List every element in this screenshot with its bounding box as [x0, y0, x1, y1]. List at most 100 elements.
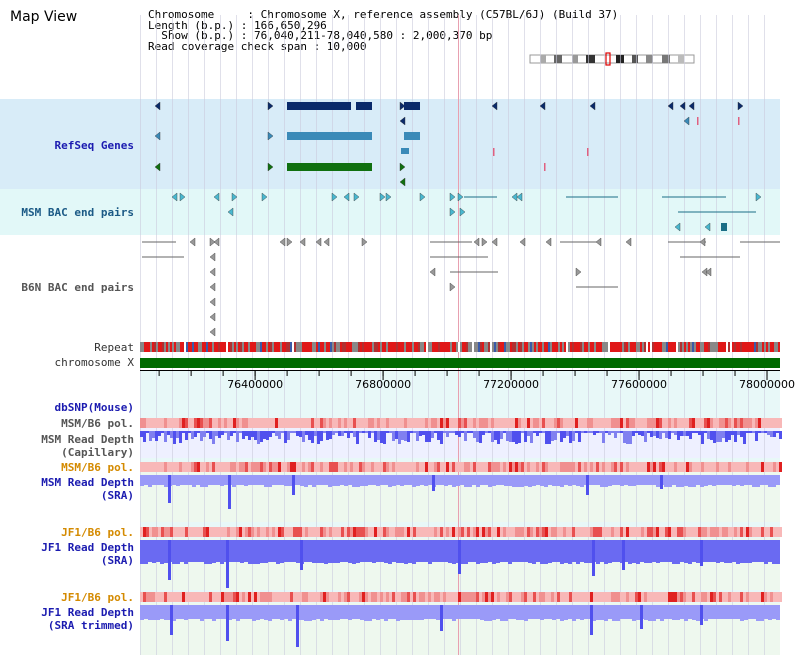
repeat-segment — [324, 342, 326, 352]
pol-cell — [146, 418, 149, 428]
track-label-msm-bac[interactable]: MSM BAC end pairs — [21, 206, 134, 219]
track-label-jf1-depth-trimmed[interactable]: JF1 Read Depth — [41, 606, 134, 619]
msm-sra-depth-bar — [140, 475, 144, 486]
pol-cell — [557, 527, 560, 537]
track-label-msm-depth-capillary[interactable]: MSM Read Depth — [41, 433, 134, 446]
cap-depth-bar — [206, 431, 209, 433]
repeat-segment — [218, 342, 220, 352]
cap-depth-bar — [554, 431, 557, 440]
repeat-segment — [644, 342, 646, 352]
pol-cell — [332, 527, 335, 537]
pol-cell — [533, 418, 536, 428]
track-label-msm-depth-sra[interactable]: MSM Read Depth — [41, 476, 134, 489]
jf1-trim-depth-bar — [496, 605, 500, 619]
pol-cell — [497, 462, 500, 472]
pol-cell — [689, 418, 692, 428]
jf1-sra-depth-bar — [588, 540, 592, 563]
pol-cell — [491, 592, 494, 602]
pol-cell — [263, 527, 266, 537]
pol-cell — [494, 462, 497, 472]
pol-cell — [332, 462, 335, 472]
chromosome-ideogram[interactable] — [528, 52, 698, 66]
cap-depth-bar — [689, 431, 692, 439]
pol-cell — [221, 527, 224, 537]
repeat-segment — [296, 342, 298, 352]
msm-sra-depth-bar — [348, 475, 352, 485]
pol-cell — [578, 418, 581, 428]
repeat-segment — [638, 342, 640, 352]
repeat-segment — [246, 342, 248, 352]
pol-cell — [248, 462, 251, 472]
jf1-trim-depth-bar — [620, 605, 624, 618]
pol-cell — [629, 418, 632, 428]
msm-sra-depth-bar — [636, 475, 640, 485]
track-label-jf1-b6-pol-2[interactable]: JF1/B6 pol. — [61, 591, 134, 604]
repeat-segment — [408, 342, 410, 352]
pol-cell — [650, 462, 653, 472]
pol-cell — [257, 418, 260, 428]
pol-cell — [446, 462, 449, 472]
repeat-segment — [450, 342, 452, 352]
repeat-segment — [714, 342, 716, 352]
pol-cell — [233, 592, 236, 602]
pol-cell — [215, 418, 218, 428]
cap-depth-bar — [527, 431, 530, 436]
pol-cell — [461, 592, 464, 602]
pol-cell — [203, 592, 206, 602]
repeat-segment — [684, 342, 686, 352]
jf1-trim-depth-bar — [480, 605, 484, 620]
cap-depth-bar — [377, 431, 380, 440]
pol-cell — [473, 462, 476, 472]
msm-sra-depth-bar — [724, 475, 728, 484]
pol-cell — [593, 527, 596, 537]
repeat-segment — [740, 342, 742, 352]
pol-cell — [389, 462, 392, 472]
jf1-sra-depth-bar — [256, 540, 260, 564]
track-label-jf1-b6-pol[interactable]: JF1/B6 pol. — [61, 526, 134, 539]
repeat-segment — [300, 342, 302, 352]
track-label-jf1-depth-sra[interactable]: JF1 Read Depth — [41, 541, 134, 554]
repeat-segment — [418, 342, 420, 352]
pol-cell — [440, 418, 443, 428]
track-label-repeat[interactable]: Repeat — [94, 341, 134, 354]
msm-sra-depth-bar — [156, 475, 160, 485]
pol-cell — [293, 527, 296, 537]
pol-cell — [632, 527, 635, 537]
track-label-dbsnp[interactable]: dbSNP(Mouse) — [54, 401, 134, 414]
track-label-b6n-bac[interactable]: B6N BAC end pairs — [21, 281, 134, 294]
pol-cell — [773, 592, 776, 602]
msm-sra-depth-bar — [400, 475, 404, 486]
pol-cell — [296, 462, 299, 472]
jf1-sra-depth-bar — [676, 540, 680, 564]
gene-arrow — [399, 116, 406, 126]
jf1-trim-depth-bar — [656, 605, 660, 618]
pol-cell — [578, 462, 581, 472]
pol-cell — [617, 527, 620, 537]
repeat-segment — [370, 342, 372, 352]
msm-sra-depth-bar — [672, 475, 676, 484]
pol-cell — [365, 418, 368, 428]
jf1-sra-depth-bar — [524, 540, 528, 562]
pol-cell — [254, 527, 257, 537]
repeat-segment — [446, 342, 448, 352]
jf1-sra-depth-bar — [708, 540, 712, 562]
jf1-sra-depth-bar — [664, 540, 668, 561]
repeat-segment — [214, 342, 216, 352]
pol-cell — [668, 527, 671, 537]
msm-sra-depth-bar — [204, 475, 208, 487]
repeat-segment — [198, 342, 200, 352]
cap-depth-bar — [536, 431, 539, 436]
track-label-msm-b6-pol[interactable]: MSM/B6 pol. — [61, 417, 134, 430]
pol-cell — [683, 462, 686, 472]
track-label-msm-b6-pol-2[interactable]: MSM/B6 pol. — [61, 461, 134, 474]
repeat-segment — [204, 342, 206, 352]
gene-arrow — [683, 116, 690, 126]
pol-cell — [770, 592, 773, 602]
repeat-segment — [744, 342, 746, 352]
repeat-segment — [490, 342, 492, 352]
track-label-chromosome[interactable]: chromosome X — [54, 356, 134, 369]
repeat-segment — [506, 342, 508, 352]
msm-sra-depth-bar — [488, 475, 492, 487]
track-label-refseq[interactable]: RefSeq Genes — [54, 139, 134, 152]
